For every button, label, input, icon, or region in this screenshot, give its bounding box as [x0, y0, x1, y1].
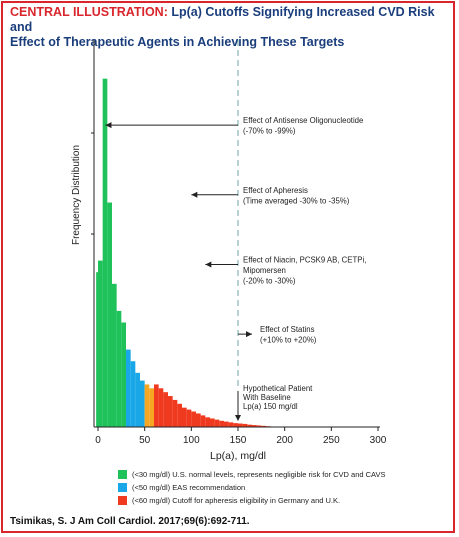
histogram-chart: Frequency Distribution Lp(a), mg/dl 0 50 1… [71, 40, 387, 462]
effect-annotation-text: (-20% to -30%) [243, 276, 296, 285]
histogram-bar [238, 423, 243, 427]
histogram-bar [228, 422, 234, 427]
histogram-bar [168, 396, 173, 427]
effect-annotation-text: Effect of Apheresis [243, 186, 308, 195]
histogram-bar [224, 421, 229, 427]
histogram-bar [214, 419, 220, 427]
legend-swatch-red [118, 496, 127, 505]
legend-label-blue: (<50 mg/dl) EAS recommendation [132, 483, 246, 492]
histogram-bar [154, 384, 159, 427]
histogram-bar [252, 425, 257, 427]
histogram-bar [242, 423, 248, 427]
figure-title: CENTRAL ILLUSTRATION: Lp(a) Cutoffs Sign… [10, 5, 450, 50]
histogram-bar [112, 283, 117, 427]
x-tick-label: 100 [183, 435, 200, 446]
histogram-bar [182, 407, 187, 427]
effect-annotation-text: Effect of Antisense Oligonucleotide [243, 116, 363, 125]
legend: (<30 mg/dl) U.S. normal levels, represen… [118, 468, 386, 507]
histogram-bar [130, 361, 136, 427]
patient-label-text: Hypothetical Patient [243, 384, 313, 393]
arrowhead [246, 331, 252, 338]
effect-annotation-text: (+10% to +20%) [260, 336, 317, 345]
x-tick-label: 0 [95, 435, 101, 446]
histogram-bar [126, 349, 131, 427]
effect-annotation-text: Effect of Niacin, PCSK9 AB, CETPi, [243, 255, 366, 264]
title-line1-rest: Lp(a) Cutoffs Signifying Increased CVD R… [10, 5, 435, 34]
histogram-bar [261, 425, 266, 427]
effect-annotation-text: (Time averaged -30% to -35%) [243, 196, 350, 205]
histogram-bar [163, 392, 168, 427]
legend-swatch-green [118, 470, 127, 479]
histogram-bar [247, 424, 252, 427]
title-prefix: CENTRAL ILLUSTRATION: [10, 5, 168, 19]
histogram-bar [177, 403, 182, 427]
x-axis-label: Lp(a), mg/dl [210, 450, 266, 462]
x-tick-label: 300 [370, 435, 387, 446]
histogram-bar [98, 260, 103, 427]
x-tick-label: 150 [230, 435, 247, 446]
legend-item-blue: (<50 mg/dl) EAS recommendation [118, 481, 386, 494]
effect-annotation-text: (-70% to -99%) [243, 127, 296, 136]
histogram-bar [233, 423, 238, 427]
histogram-bar [191, 411, 196, 427]
arrowhead [205, 261, 212, 268]
x-tick-label: 200 [276, 435, 293, 446]
histogram-bar [96, 272, 98, 427]
legend-label-green: (<30 mg/dl) U.S. normal levels, represen… [132, 470, 386, 479]
histogram-bar [196, 413, 201, 427]
patient-arrowhead [235, 415, 241, 421]
citation: Tsimikas, S. J Am Coll Cardiol. 2017;69(… [10, 516, 250, 527]
figure-frame [1, 1, 455, 533]
histogram-bar [210, 418, 215, 427]
legend-item-red: (<60 mg/dl) Cutoff for apheresis eligibi… [118, 494, 386, 507]
effect-annotation-text: Mipomersen [243, 266, 286, 275]
histogram-bar [172, 399, 178, 427]
histogram-bar [144, 384, 150, 427]
arrowhead [191, 191, 198, 198]
x-tick-label: 250 [323, 435, 340, 446]
y-axis-label: Frequency Distribution [71, 145, 82, 245]
x-tick-label: 50 [139, 435, 151, 446]
histogram-bar [200, 415, 206, 427]
histogram-bar [219, 420, 224, 427]
histogram-bar [140, 380, 145, 427]
histogram-bar [135, 372, 140, 427]
histogram-bar [149, 388, 154, 427]
histogram-bar [205, 417, 210, 427]
patient-label-text: Lp(a) 150 mg/dl [243, 402, 298, 411]
arrowhead [105, 122, 112, 129]
histogram-bar [186, 409, 192, 427]
legend-label-red: (<60 mg/dl) Cutoff for apheresis eligibi… [132, 496, 341, 505]
histogram-bar [107, 202, 112, 427]
legend-swatch-blue [118, 483, 127, 492]
patient-label-text: With Baseline [243, 393, 291, 402]
histogram-bar [158, 388, 164, 427]
histogram-bar [121, 322, 126, 427]
histogram-bar [102, 78, 108, 427]
legend-item-green: (<30 mg/dl) U.S. normal levels, represen… [118, 468, 386, 481]
histogram-bar [116, 310, 122, 427]
effect-annotation-text: Effect of Statins [260, 325, 315, 334]
histogram-bar [256, 425, 262, 427]
